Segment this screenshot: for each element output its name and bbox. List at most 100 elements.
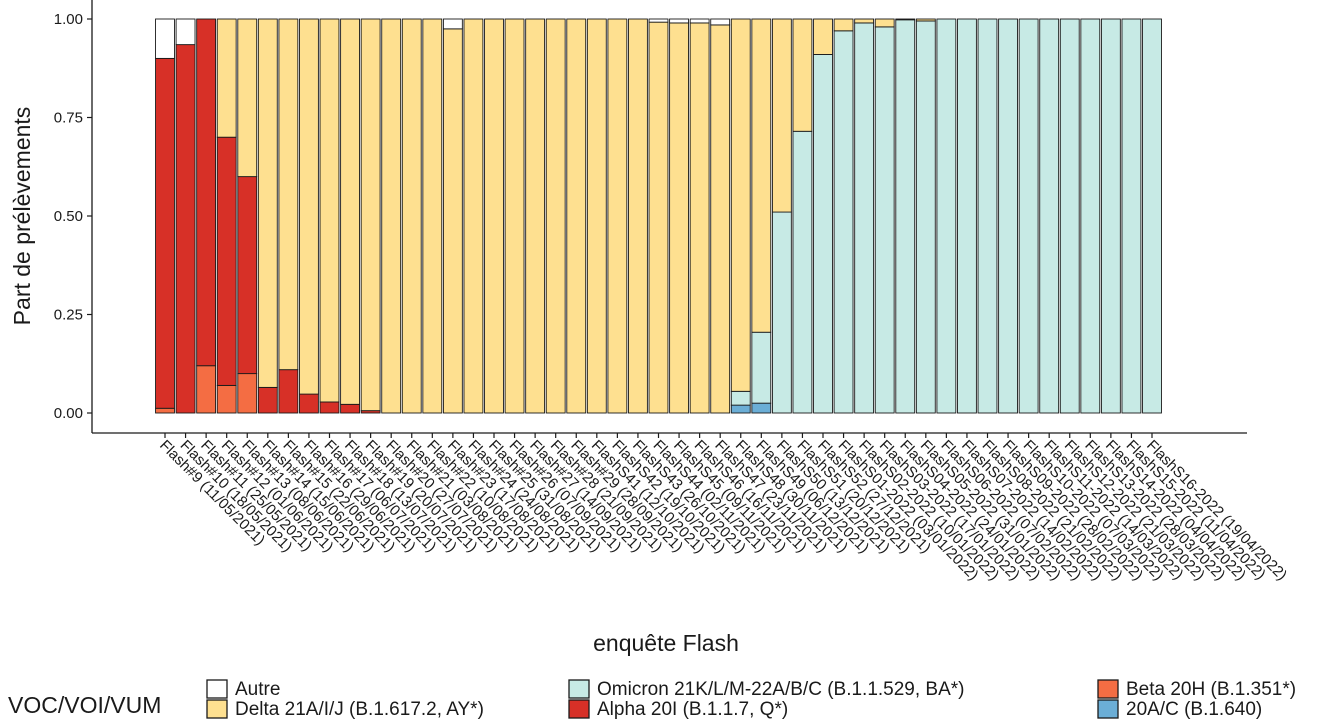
bar-segment [730, 18, 751, 392]
legend-key [206, 699, 228, 719]
bar-segment [998, 18, 1018, 414]
bar-segment [915, 20, 936, 414]
legend-label: Alpha 20I (B.1.1.7, Q*) [597, 699, 788, 720]
bar-segment [771, 18, 792, 213]
bar-segment [340, 403, 360, 414]
y-tick-label: 1.00 [54, 11, 83, 28]
bar-segment [710, 24, 731, 414]
bar-segment [730, 404, 751, 414]
bar-segment [874, 18, 895, 28]
bar-segment [936, 18, 957, 414]
bars-layer [155, 18, 1162, 414]
bar-segment [504, 18, 525, 414]
bar-segment [175, 44, 196, 414]
legend-key [1097, 679, 1119, 699]
bar-segment [381, 18, 402, 414]
legend-key [206, 679, 228, 699]
bar-segment [1059, 18, 1080, 414]
bar-segment [299, 393, 319, 414]
bar-segment [237, 373, 258, 414]
bar-segment [257, 386, 278, 414]
bar-segment [751, 331, 772, 404]
bar-segment [730, 390, 751, 406]
bar-segment [196, 365, 217, 414]
bar-segment [360, 18, 381, 412]
bar-segment [463, 18, 484, 414]
bar-segment [751, 18, 772, 333]
bar-segment [155, 57, 175, 409]
legend-label: Autre [235, 679, 280, 700]
legend-label: Omicron 21K/L/M-22A/B/C (B.1.1.529, BA*) [597, 679, 965, 700]
x-ticks: Flash#9 (11/05/2021)Flash#10 (18/05/2021… [156, 433, 1290, 584]
bar-segment [669, 22, 689, 414]
y-tick-label: 0.75 [54, 110, 83, 127]
bar-segment [319, 401, 340, 414]
bar-segment [442, 28, 463, 414]
bar-segment [216, 18, 237, 138]
bar-segment [607, 18, 628, 414]
bar-segment [340, 18, 360, 405]
bar-segment [833, 30, 854, 414]
bar-segment [278, 18, 299, 371]
legend-key [568, 699, 590, 719]
bar-segment [278, 369, 299, 414]
bar-segment [895, 18, 916, 21]
bar-segment [813, 54, 833, 414]
bar-segment [833, 18, 854, 32]
legend-label: 20A/C (B.1.640) [1126, 699, 1262, 720]
bar-segment [854, 22, 875, 414]
legend-label: Delta 21A/I/J (B.1.617.2, AY*) [235, 699, 484, 720]
bar-segment [1039, 18, 1060, 414]
bar-segment [237, 176, 258, 375]
bar-segment [422, 18, 443, 414]
bar-segment [586, 18, 607, 414]
x-axis-title: enquête Flash [593, 630, 739, 656]
bar-segment [813, 18, 833, 55]
bar-segment [442, 18, 463, 30]
bar-segment [216, 384, 237, 414]
bar-segment [1121, 18, 1142, 414]
bar-segment [484, 18, 504, 414]
bar-segment [669, 18, 689, 24]
bar-segment [155, 407, 175, 414]
bar-segment [648, 21, 669, 414]
bar-segment [1100, 18, 1121, 414]
bar-segment [257, 18, 278, 388]
y-axis-title: Part de prélèvements [9, 107, 35, 326]
bar-segment [957, 18, 977, 414]
bar-segment [915, 18, 936, 22]
bar-segment [792, 130, 813, 414]
bar-segment [1142, 18, 1162, 414]
bar-segment [792, 18, 813, 132]
bar-segment [216, 136, 237, 386]
bar-segment [854, 18, 875, 24]
bar-segment [1080, 18, 1101, 414]
bar-segment [689, 22, 710, 414]
bar-segment [319, 18, 340, 403]
bar-segment [566, 18, 587, 414]
bar-segment [977, 18, 998, 414]
bar-segment [874, 26, 895, 414]
bar-segment [771, 211, 792, 414]
legend-label: Beta 20H (B.1.351*) [1126, 679, 1296, 700]
bar-segment [648, 18, 669, 23]
bar-segment [628, 18, 648, 414]
y-tick-label: 0.50 [54, 208, 83, 225]
bar-segment [175, 18, 196, 46]
y-ticks: 0.00 0.25 0.50 0.75 1.00 [54, 11, 92, 422]
legend-key [1097, 699, 1119, 719]
bar-segment [751, 402, 772, 414]
legend-title: VOC/VOI/VUM [8, 692, 161, 718]
bar-segment [689, 18, 710, 24]
bar-segment [155, 18, 175, 59]
bar-segment [895, 19, 916, 414]
bar-segment [196, 18, 217, 367]
bar-segment [237, 18, 258, 178]
bar-segment [710, 18, 731, 26]
bar-segment [299, 18, 319, 395]
y-tick-label: 0.00 [54, 405, 83, 422]
bar-segment [1018, 18, 1039, 414]
bar-segment [401, 18, 422, 414]
